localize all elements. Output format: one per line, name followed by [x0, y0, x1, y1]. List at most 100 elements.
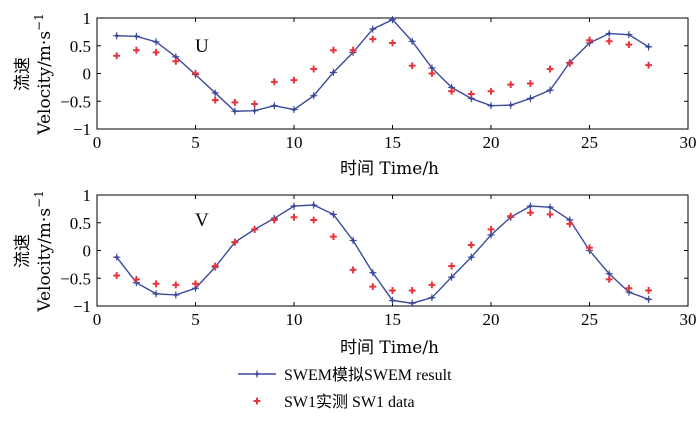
- observed-point: [369, 35, 377, 43]
- observed-point: [172, 57, 180, 65]
- observed-point: [408, 62, 416, 70]
- observed-point: [113, 52, 121, 60]
- observed-point: [467, 241, 475, 249]
- chart-panel-v: 0 5 10 15 20 25 30 −1 −0.5 0 0.5 1 时间 Time/h 流速 Veloci…: [13, 186, 697, 358]
- y-tick-label: −0.5: [60, 92, 91, 111]
- model-point-cross: [270, 102, 278, 110]
- observed-point: [172, 281, 180, 289]
- x-tick-label: 0: [93, 133, 102, 152]
- y-axis-label: 流速: [13, 57, 33, 91]
- model-point-cross: [645, 295, 653, 303]
- model-point-cross: [526, 202, 534, 210]
- observed-point: [133, 275, 140, 283]
- model-point-cross: [152, 290, 160, 298]
- observed-point: [586, 36, 593, 44]
- model-point-cross: [290, 105, 298, 114]
- y-axis-label-en: Velocity/m·s−1: [32, 13, 55, 136]
- observed-point: [527, 209, 534, 217]
- observed-point: [527, 80, 534, 87]
- model-point-cross: [369, 25, 377, 33]
- observed-point: [645, 61, 652, 69]
- legend-item: SWEM模拟SWEM result: [238, 366, 452, 384]
- y-tick-label: −1: [73, 297, 91, 316]
- plot-frame: [96, 17, 689, 130]
- observed-point: [310, 65, 318, 73]
- observed-point: [467, 90, 475, 98]
- model-point-cross: [113, 253, 121, 261]
- x-axis-label: 时间 Time/h: [340, 338, 439, 358]
- model-point-cross: [388, 296, 397, 305]
- model-point-cross: [645, 43, 653, 51]
- x-tick-label: 10: [286, 310, 303, 329]
- model-point-cross: [487, 102, 495, 110]
- observed-point: [428, 70, 436, 77]
- x-tick-label: 20: [483, 133, 500, 152]
- model-point-cross: [132, 32, 140, 40]
- x-tick-label: 5: [191, 133, 200, 152]
- series-observed: [113, 35, 652, 108]
- observed-point: [310, 216, 318, 224]
- observed-point: [192, 280, 199, 288]
- y-tick-label: 0: [83, 242, 92, 261]
- observed-point: [566, 60, 574, 67]
- model-line: [116, 18, 649, 112]
- x-tick-label: 10: [286, 133, 303, 152]
- observed-point: [389, 39, 396, 47]
- model-line: [116, 204, 649, 304]
- observed-point: [152, 280, 160, 288]
- observed-point: [270, 216, 278, 224]
- x-tick-label: 15: [384, 310, 401, 329]
- observed-point: [487, 87, 495, 95]
- y-axis-label-cn: 流速: [13, 57, 33, 91]
- legend-label: SW1实测 SW1 data: [284, 393, 415, 411]
- observed-point: [645, 287, 652, 294]
- observed-point: [408, 287, 416, 294]
- observed-point: [448, 262, 455, 270]
- model-point-cross: [428, 294, 436, 302]
- series-model: [113, 201, 653, 307]
- model-point-cross: [388, 16, 397, 24]
- observed-point: [625, 41, 633, 49]
- observed-point: [211, 96, 219, 104]
- series-model: [113, 16, 653, 115]
- x-tick-label: 0: [93, 310, 102, 329]
- observed-point: [428, 281, 436, 289]
- y-tick-label: 0.5: [70, 214, 91, 233]
- model-point-cross: [369, 269, 377, 277]
- y-tick-label: −1: [73, 120, 91, 139]
- model-point-cross: [546, 86, 554, 94]
- model-point-cross: [231, 107, 239, 115]
- y-axis-label-superscript: −1: [32, 13, 46, 31]
- model-point-cross: [546, 203, 554, 211]
- observed-point: [152, 49, 160, 56]
- observed-point: [251, 226, 258, 233]
- model-point-cross: [605, 29, 613, 38]
- x-tick-label: 15: [384, 133, 401, 152]
- observed-point: [270, 78, 278, 86]
- model-point-cross: [408, 299, 416, 307]
- y-tick-label: 0: [83, 65, 92, 84]
- y-axis-label-cn: 流速: [13, 234, 33, 268]
- legend-marker-swatch: [253, 397, 261, 405]
- x-tick-label: 20: [483, 310, 500, 329]
- model-point-cross: [467, 253, 475, 261]
- observed-point: [507, 81, 515, 88]
- x-tick-label: 5: [191, 310, 200, 329]
- observed-point: [586, 244, 593, 252]
- model-point-cross: [251, 107, 259, 115]
- observed-point: [231, 98, 239, 106]
- model-point-cross: [152, 38, 160, 46]
- model-point-cross: [507, 101, 515, 109]
- panel-label: U: [195, 36, 209, 57]
- observed-point: [113, 272, 121, 279]
- observed-point: [231, 238, 239, 246]
- observed-point: [369, 283, 377, 290]
- model-point-cross: [329, 210, 337, 219]
- x-tick-label: 25: [581, 310, 598, 329]
- y-axis-label-en-text: Velocity/m·s: [35, 31, 55, 136]
- observed-point: [546, 65, 554, 73]
- y-axis-label-en-text: Velocity/m·s: [35, 208, 55, 313]
- legend-marker-cross: [253, 370, 261, 378]
- observed-point: [546, 211, 554, 218]
